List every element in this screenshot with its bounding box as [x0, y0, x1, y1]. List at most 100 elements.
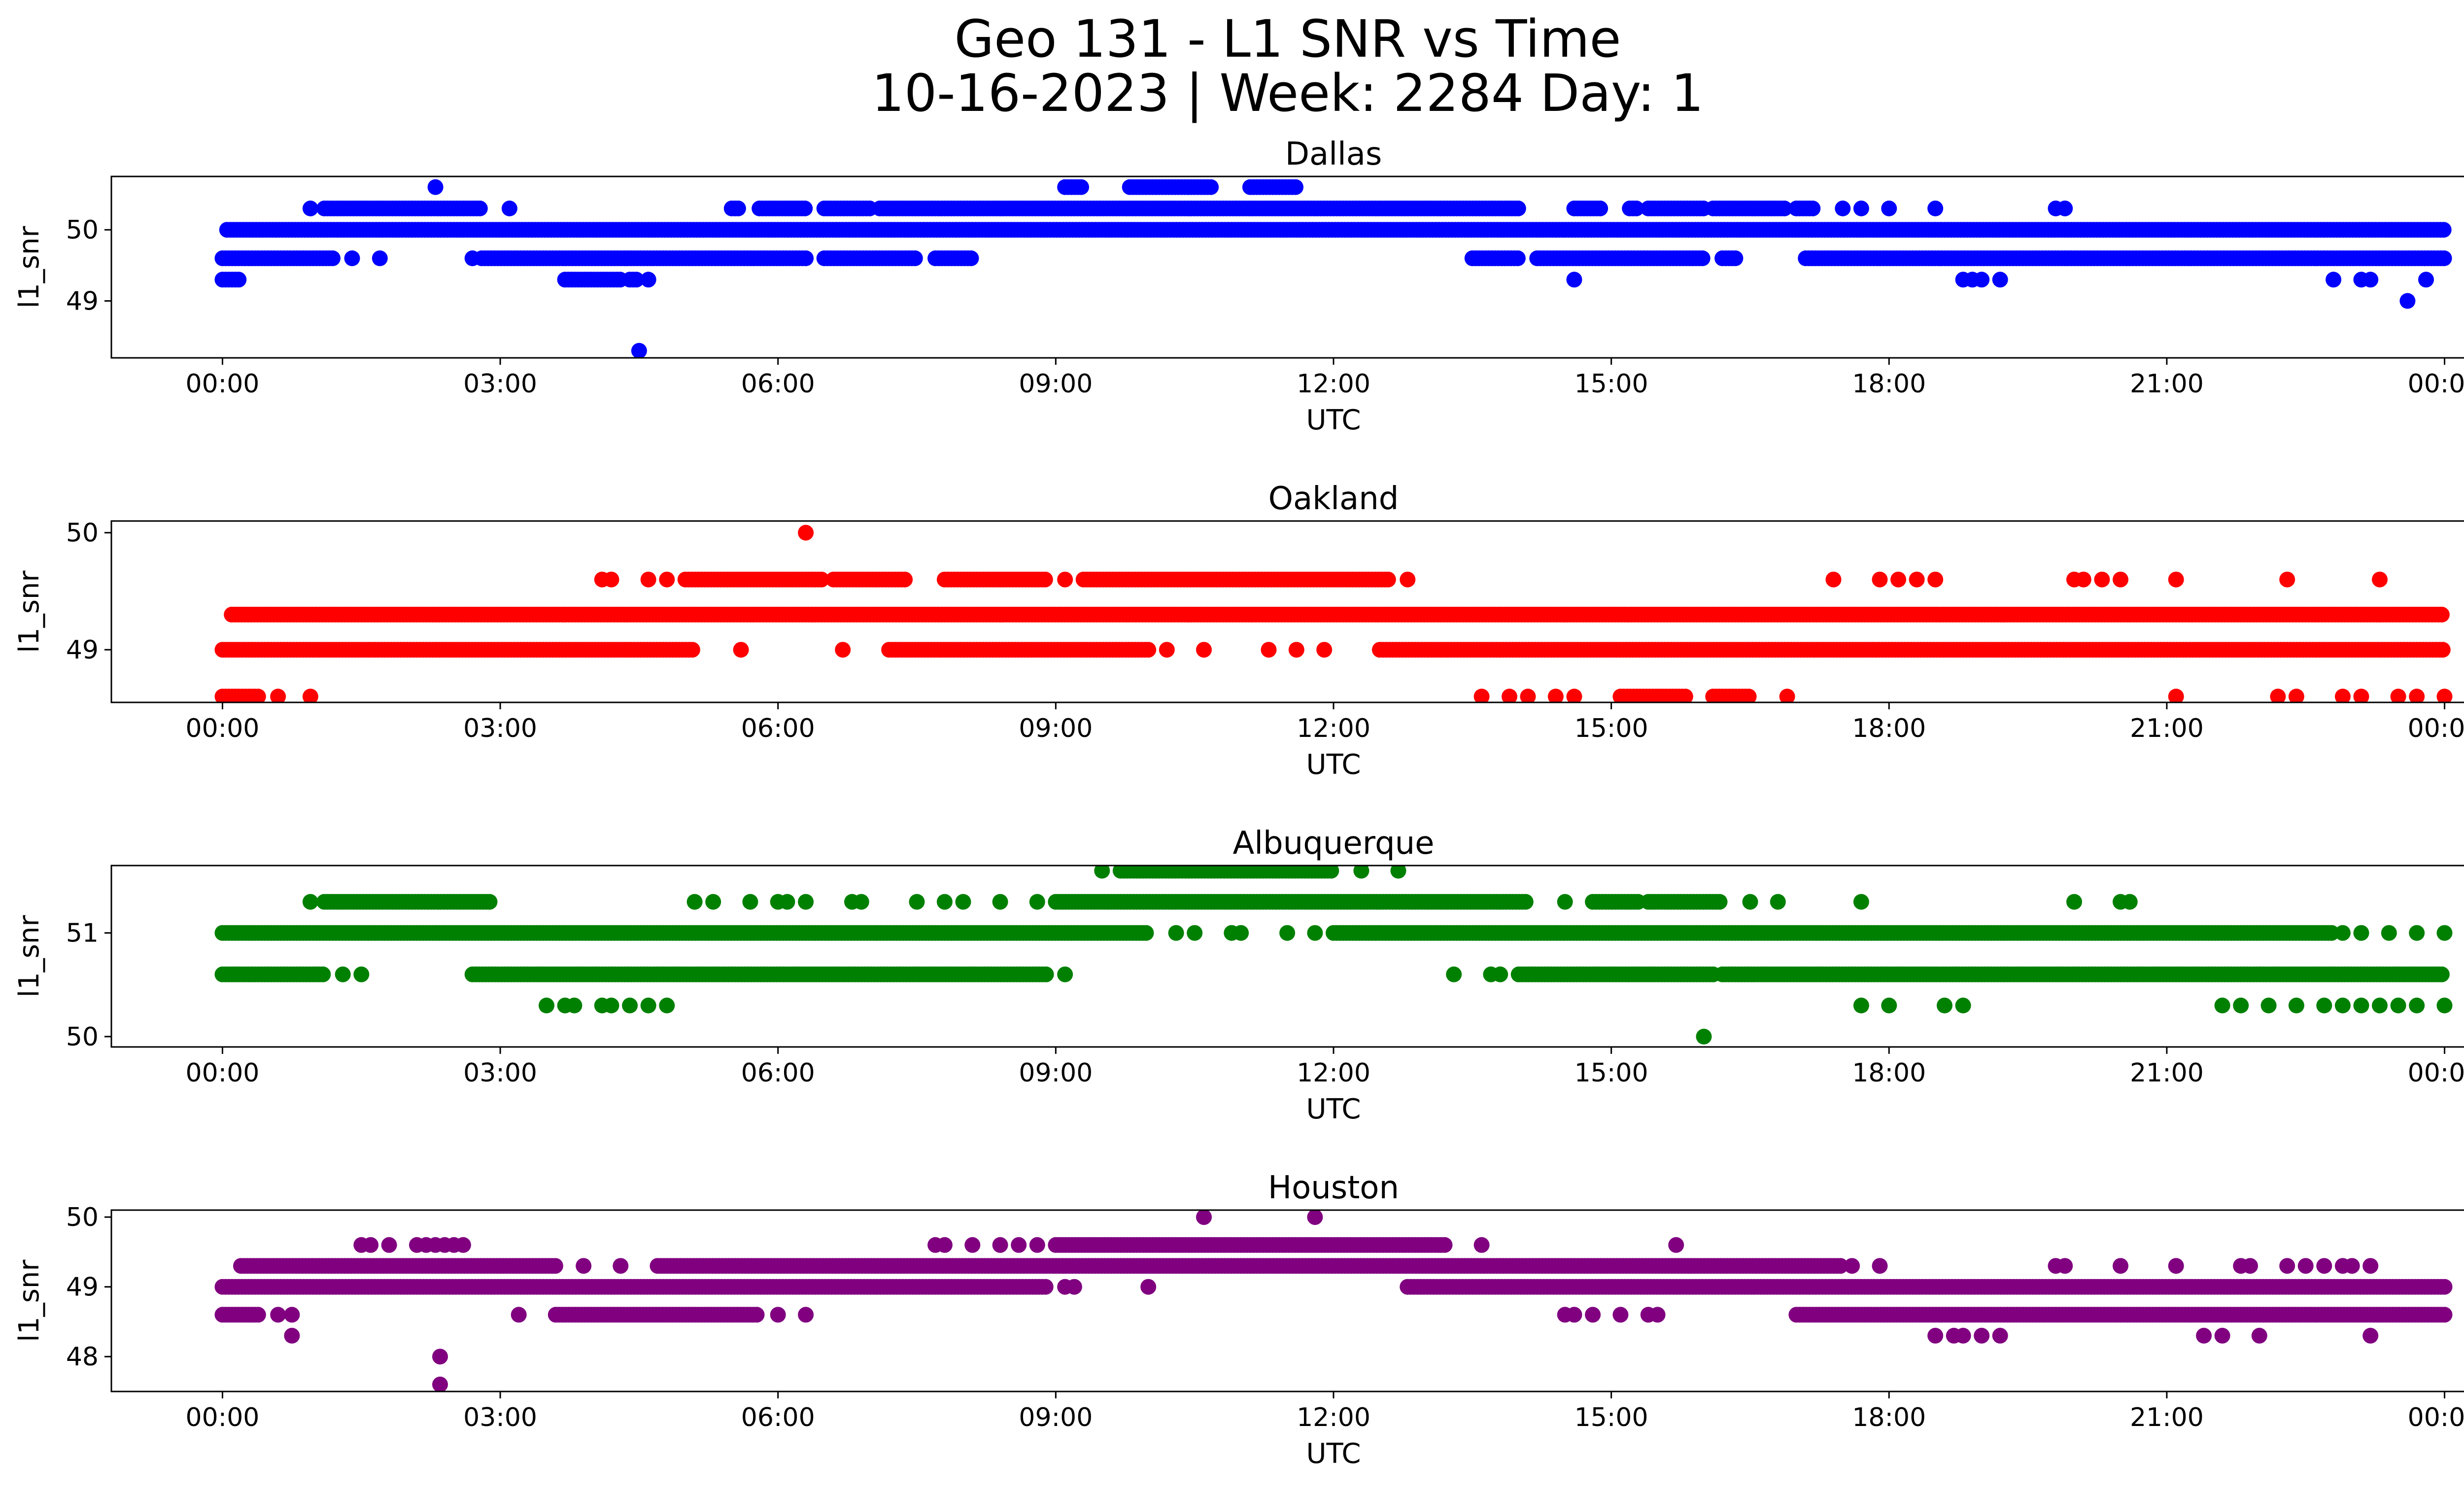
data-point: [1677, 689, 1693, 702]
figure-title-line-1: Geo 131 - L1 SNR vs Time: [954, 9, 1621, 69]
data-point: [1492, 966, 1508, 982]
subplot-title: Albuquerque: [1232, 825, 1434, 862]
data-point: [1307, 925, 1323, 941]
x-tick-label: 18:00: [1852, 369, 1926, 399]
data-point: [372, 250, 388, 266]
x-tick-label: 12:00: [1297, 714, 1370, 743]
data-point: [302, 894, 318, 910]
data-point: [1909, 571, 1925, 588]
data-point: [2409, 997, 2425, 1013]
data-point: [2409, 925, 2425, 941]
data-point: [1628, 200, 1644, 216]
data-point: [2362, 272, 2379, 288]
data-point: [1890, 571, 1907, 588]
data-point: [603, 997, 619, 1013]
data-point: [603, 571, 619, 588]
data-point: [1853, 894, 1869, 910]
x-tick-label: 03:00: [463, 714, 537, 743]
data-point: [1037, 1279, 1054, 1295]
data-point: [1881, 200, 1897, 216]
data-point: [1038, 966, 1054, 982]
data-point: [566, 997, 582, 1013]
data-point: [2168, 689, 2184, 702]
x-tick-label: 12:00: [1297, 1058, 1370, 1088]
data-point: [2334, 997, 2351, 1013]
y-axis-label: l1_snr: [13, 570, 45, 653]
data-point: [2436, 689, 2453, 702]
data-point: [2260, 997, 2277, 1013]
data-point: [897, 571, 913, 588]
data-point: [1233, 925, 1249, 941]
x-tick-label: 21:00: [2130, 1058, 2204, 1088]
data-point: [909, 894, 925, 910]
data-point: [1927, 571, 1944, 588]
data-point: [1073, 179, 1089, 195]
data-point: [1517, 894, 1534, 910]
scatter-markers: [214, 866, 2453, 1044]
scatter-markers: [214, 179, 2452, 358]
data-point: [1566, 272, 1582, 288]
data-point: [742, 894, 758, 910]
data-point: [1557, 894, 1573, 910]
data-point: [2066, 894, 2082, 910]
data-point: [539, 997, 554, 1013]
data-point: [2122, 894, 2138, 910]
x-axis-label: UTC: [1306, 1093, 1361, 1125]
data-point: [705, 894, 721, 910]
data-point: [2075, 571, 2091, 588]
data-point: [481, 894, 498, 910]
data-point: [2233, 997, 2249, 1013]
data-point: [1510, 200, 1526, 216]
data-point: [2279, 571, 2295, 588]
x-tick-label: 09:00: [1019, 1058, 1093, 1088]
data-point: [2436, 925, 2453, 941]
data-point: [2433, 966, 2450, 982]
x-tick-label: 21:00: [2130, 714, 2204, 743]
data-point: [1937, 997, 1952, 1013]
data-point: [684, 642, 700, 658]
data-point: [1380, 571, 1396, 588]
x-tick-label: 21:00: [2130, 369, 2204, 399]
data-point: [1777, 200, 1792, 216]
data-point: [640, 571, 656, 588]
data-point: [1825, 571, 1842, 588]
data-point: [2326, 272, 2342, 288]
x-tick-label: 09:00: [1019, 369, 1093, 399]
x-tick-label: 12:00: [1297, 369, 1370, 399]
y-tick-label: 50: [66, 215, 99, 245]
data-point: [1835, 200, 1851, 216]
data-point: [2324, 925, 2340, 941]
data-point: [955, 894, 971, 910]
y-tick-label: 49: [66, 635, 99, 665]
data-point: [730, 200, 746, 216]
scatter-markers: [214, 1210, 2453, 1391]
x-tick-label: 15:00: [1574, 1058, 1648, 1088]
data-point: [427, 179, 444, 195]
x-axis-label: UTC: [1306, 749, 1361, 781]
data-point: [1400, 571, 1416, 588]
data-point: [501, 200, 517, 216]
y-tick-label: 51: [66, 919, 99, 948]
y-axis-label: l1_snr: [13, 226, 45, 309]
data-point: [1566, 689, 1582, 702]
data-point: [798, 524, 814, 541]
subplot-title: Dallas: [1285, 136, 1382, 173]
figure-title-line-2: 10-16-2023 | Week: 2284 Day: 1: [872, 63, 1704, 123]
data-point: [2434, 642, 2451, 658]
data-point: [335, 966, 351, 982]
data-point: [1203, 179, 1219, 195]
y-axis-label: l1_snr: [13, 915, 45, 998]
data-point: [798, 250, 814, 266]
x-tick-label: 03:00: [463, 1058, 537, 1088]
data-point: [1520, 689, 1536, 702]
data-point: [1057, 571, 1073, 588]
data-point: [1168, 925, 1184, 941]
data-point: [2353, 689, 2369, 702]
data-point: [2353, 925, 2369, 941]
data-point: [2113, 571, 2128, 588]
data-point: [2390, 997, 2406, 1013]
data-point: [798, 894, 814, 910]
subplot-title: Oakland: [1268, 481, 1399, 517]
